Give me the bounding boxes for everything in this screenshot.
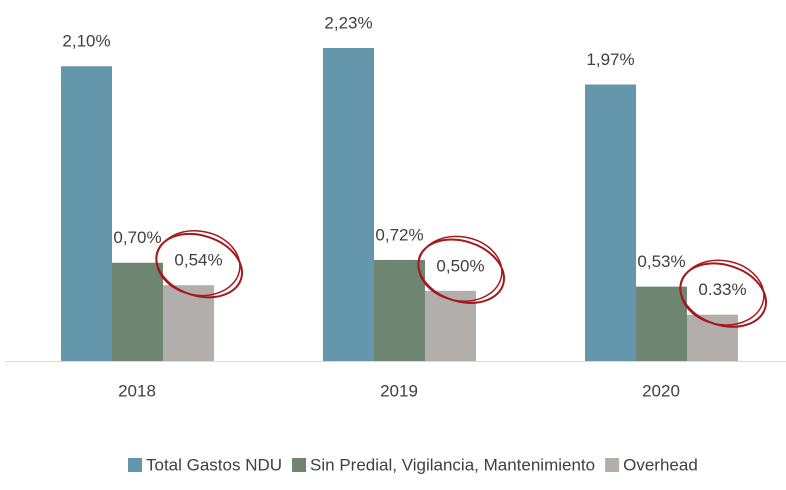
bar [636,286,687,361]
legend-swatch [292,458,307,472]
data-label: 0,70% [113,228,161,247]
highlight-circle [679,259,765,326]
x-tick-label: 2019 [380,381,418,400]
legend-label: Overhead [623,455,698,474]
data-label: 0,72% [375,225,423,244]
legend-label: Sin Predial, Vigilancia, Mantenimiento [310,455,595,474]
bar [61,66,112,361]
data-label: 0,54% [174,251,222,270]
data-label: 1,97% [586,50,634,69]
x-tick-label: 2020 [642,381,680,400]
data-label: 2,23% [324,13,372,32]
legend-swatch [605,458,620,472]
bar [323,48,374,361]
legend-swatch [128,458,142,472]
highlight-circle [417,235,503,302]
x-tick-label: 2018 [118,381,156,400]
data-label: 2,10% [62,32,110,51]
bar [687,314,738,361]
data-label: 0.33% [698,280,746,299]
bar [585,84,636,361]
bar [374,259,425,361]
legend-label: Total Gastos NDU [146,455,282,474]
highlight-circle [155,230,241,297]
data-label: 0,53% [637,252,685,271]
data-label: 0,50% [436,256,484,275]
bar [112,262,163,361]
